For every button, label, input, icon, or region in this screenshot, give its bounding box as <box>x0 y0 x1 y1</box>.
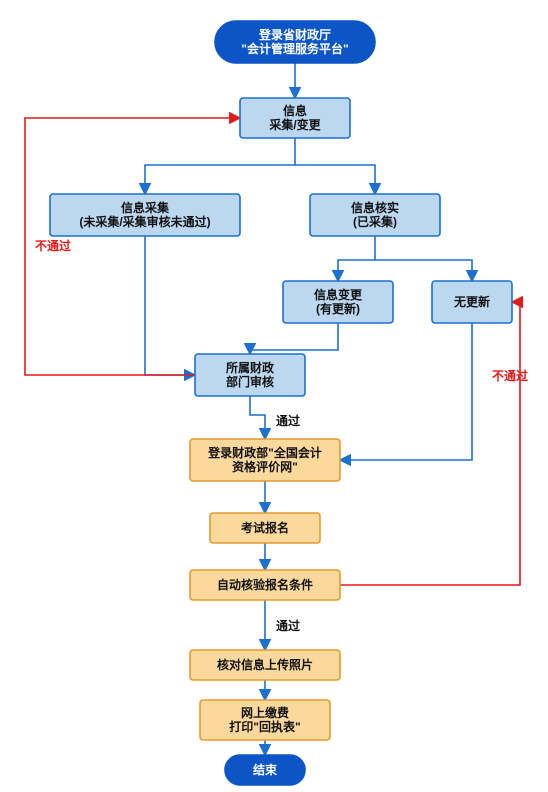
node-text-change-line0: 信息变更 <box>314 287 363 302</box>
node-text-login2-line0: 登录财政部"全国会计 <box>207 445 322 460</box>
node-text-signup-line0: 考试报名 <box>241 520 289 535</box>
flowchart-canvas: 通过通过不通过不通过登录省财政厅"会计管理服务平台"信息采集/变更信息采集(未采… <box>0 0 548 792</box>
edge-label-e12: 通过 <box>276 618 300 633</box>
node-collect: 信息采集(未采集/采集审核未通过) <box>50 194 240 236</box>
edge-e16 <box>340 302 520 585</box>
node-text-login2-line1: 资格评价网" <box>232 459 298 474</box>
node-dept: 所属财政部门审核 <box>195 354 305 396</box>
edge-e6 <box>145 236 195 375</box>
node-start: 登录省财政厅"会计管理服务平台" <box>215 21 375 63</box>
edge-e7 <box>250 323 338 354</box>
nodes-layer: 登录省财政厅"会计管理服务平台" 信息采集/变更信息采集(未采集/采集审核未通过)… <box>50 21 512 785</box>
node-text-upload-line0: 核对信息上传照片 <box>217 657 313 672</box>
node-text-start-line0: 登录省财政厅 <box>258 27 331 42</box>
node-autocheck: 自动核验报名条件 <box>190 570 340 600</box>
node-text-verify-line0: 信息核实 <box>351 200 399 215</box>
node-login2: 登录财政部"全国会计资格评价网" <box>190 439 340 481</box>
node-text-change-line1: (有更新) <box>316 301 360 316</box>
edge-label-e9: 通过 <box>276 413 300 428</box>
node-text-start-line1: "会计管理服务平台" <box>241 41 348 56</box>
node-text-collect-line1: (未采集/采集审核未通过) <box>79 214 210 229</box>
edge-e3 <box>295 165 375 194</box>
edge-label-e16: 不通过 <box>492 368 528 383</box>
edge-e9 <box>250 396 265 439</box>
node-text-end-line0: 结束 <box>253 762 278 777</box>
node-text-dept-line0: 所属财政 <box>226 360 275 375</box>
edge-e5 <box>375 260 472 281</box>
node-text-noupdate-line0: 无更新 <box>453 294 490 309</box>
node-signup: 考试报名 <box>210 513 320 543</box>
node-text-autocheck-line0: 自动核验报名条件 <box>217 577 313 592</box>
node-end: 结束 <box>225 755 305 785</box>
node-text-pay-line0: 网上缴费 <box>241 705 289 720</box>
node-text-dept-line1: 部门审核 <box>226 374 274 389</box>
node-pay: 网上缴费打印"回执表" <box>200 700 330 740</box>
node-upload: 核对信息上传照片 <box>190 650 340 680</box>
node-change: 信息变更(有更新) <box>283 281 393 323</box>
node-text-info-line0: 信息 <box>283 103 307 118</box>
node-text-collect-line0: 信息采集 <box>121 200 170 215</box>
edge-e2 <box>145 138 295 194</box>
node-noupdate: 无更新 <box>432 281 512 323</box>
node-verify: 信息核实(已采集) <box>310 194 440 236</box>
edge-e8 <box>340 323 472 460</box>
node-text-pay-line1: 打印"回执表" <box>229 719 300 734</box>
node-text-info-line1: 采集/变更 <box>268 117 321 132</box>
edge-e4 <box>338 236 375 281</box>
edge-label-e15: 不通过 <box>35 238 71 253</box>
node-info: 信息采集/变更 <box>240 98 350 138</box>
node-text-verify-line1: (已采集) <box>353 214 397 229</box>
